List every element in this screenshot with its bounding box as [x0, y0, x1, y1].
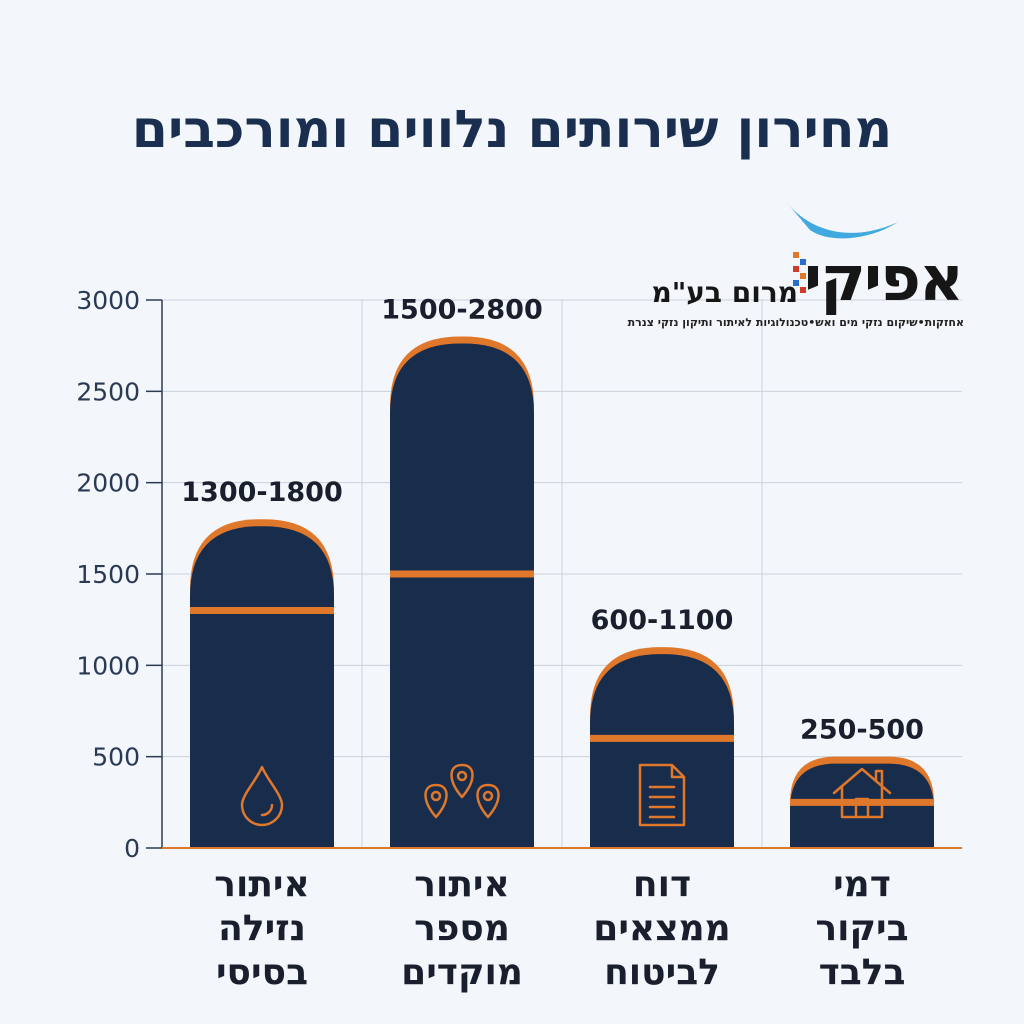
chart-title: מחירון שירותים נלווים ומורכבים — [131, 100, 893, 160]
bar — [790, 763, 934, 848]
bar — [590, 654, 734, 848]
y-tick-label: 2000 — [76, 469, 140, 498]
category-label: לביטוח — [604, 952, 720, 993]
y-tick-label: 3000 — [76, 286, 140, 315]
logo-tagline: אחזקות•שיקום נזקי מים ואש•טכנולוגיות לאי… — [627, 316, 964, 329]
y-tick-label: 1500 — [76, 560, 140, 589]
category-label: דוח — [633, 864, 691, 905]
category-label: ממצאים — [593, 908, 730, 949]
logo-dots-icon — [793, 252, 806, 293]
category-label: בסיסי — [216, 952, 308, 993]
category-label: נזילה — [218, 908, 306, 949]
category-label: בלבד — [819, 952, 906, 993]
logo-subtitle: מרום בע"מ — [651, 276, 798, 309]
y-tick-label: 2500 — [76, 377, 140, 406]
document-icon — [638, 763, 686, 827]
category-label: דמי — [833, 864, 891, 905]
data-label: 1500-2800 — [381, 295, 543, 326]
y-tick-label: 0 — [124, 834, 140, 863]
company-logo: אפיקי מרום בע"מ אחזקות•שיקום נזקי מים וא… — [628, 200, 970, 340]
data-label: 1300-1800 — [181, 477, 343, 508]
category-label: מוקדים — [401, 952, 523, 993]
data-label: 600-1100 — [591, 605, 734, 636]
water-drop-icon — [240, 765, 284, 827]
category-label: מספר — [414, 908, 510, 949]
y-tick-label: 1000 — [76, 651, 140, 680]
y-tick-label: 500 — [92, 743, 140, 772]
category-label: ביקור — [815, 908, 908, 949]
logo-name: אפיקי — [803, 242, 964, 315]
data-label: 250-500 — [800, 715, 924, 746]
logo-swoosh-icon — [788, 204, 898, 239]
category-label: איתור — [214, 864, 309, 905]
house-icon — [832, 767, 892, 819]
bar — [390, 343, 534, 848]
bar — [190, 526, 334, 848]
map-pins-icon — [424, 763, 500, 819]
category-label: איתור — [414, 864, 509, 905]
